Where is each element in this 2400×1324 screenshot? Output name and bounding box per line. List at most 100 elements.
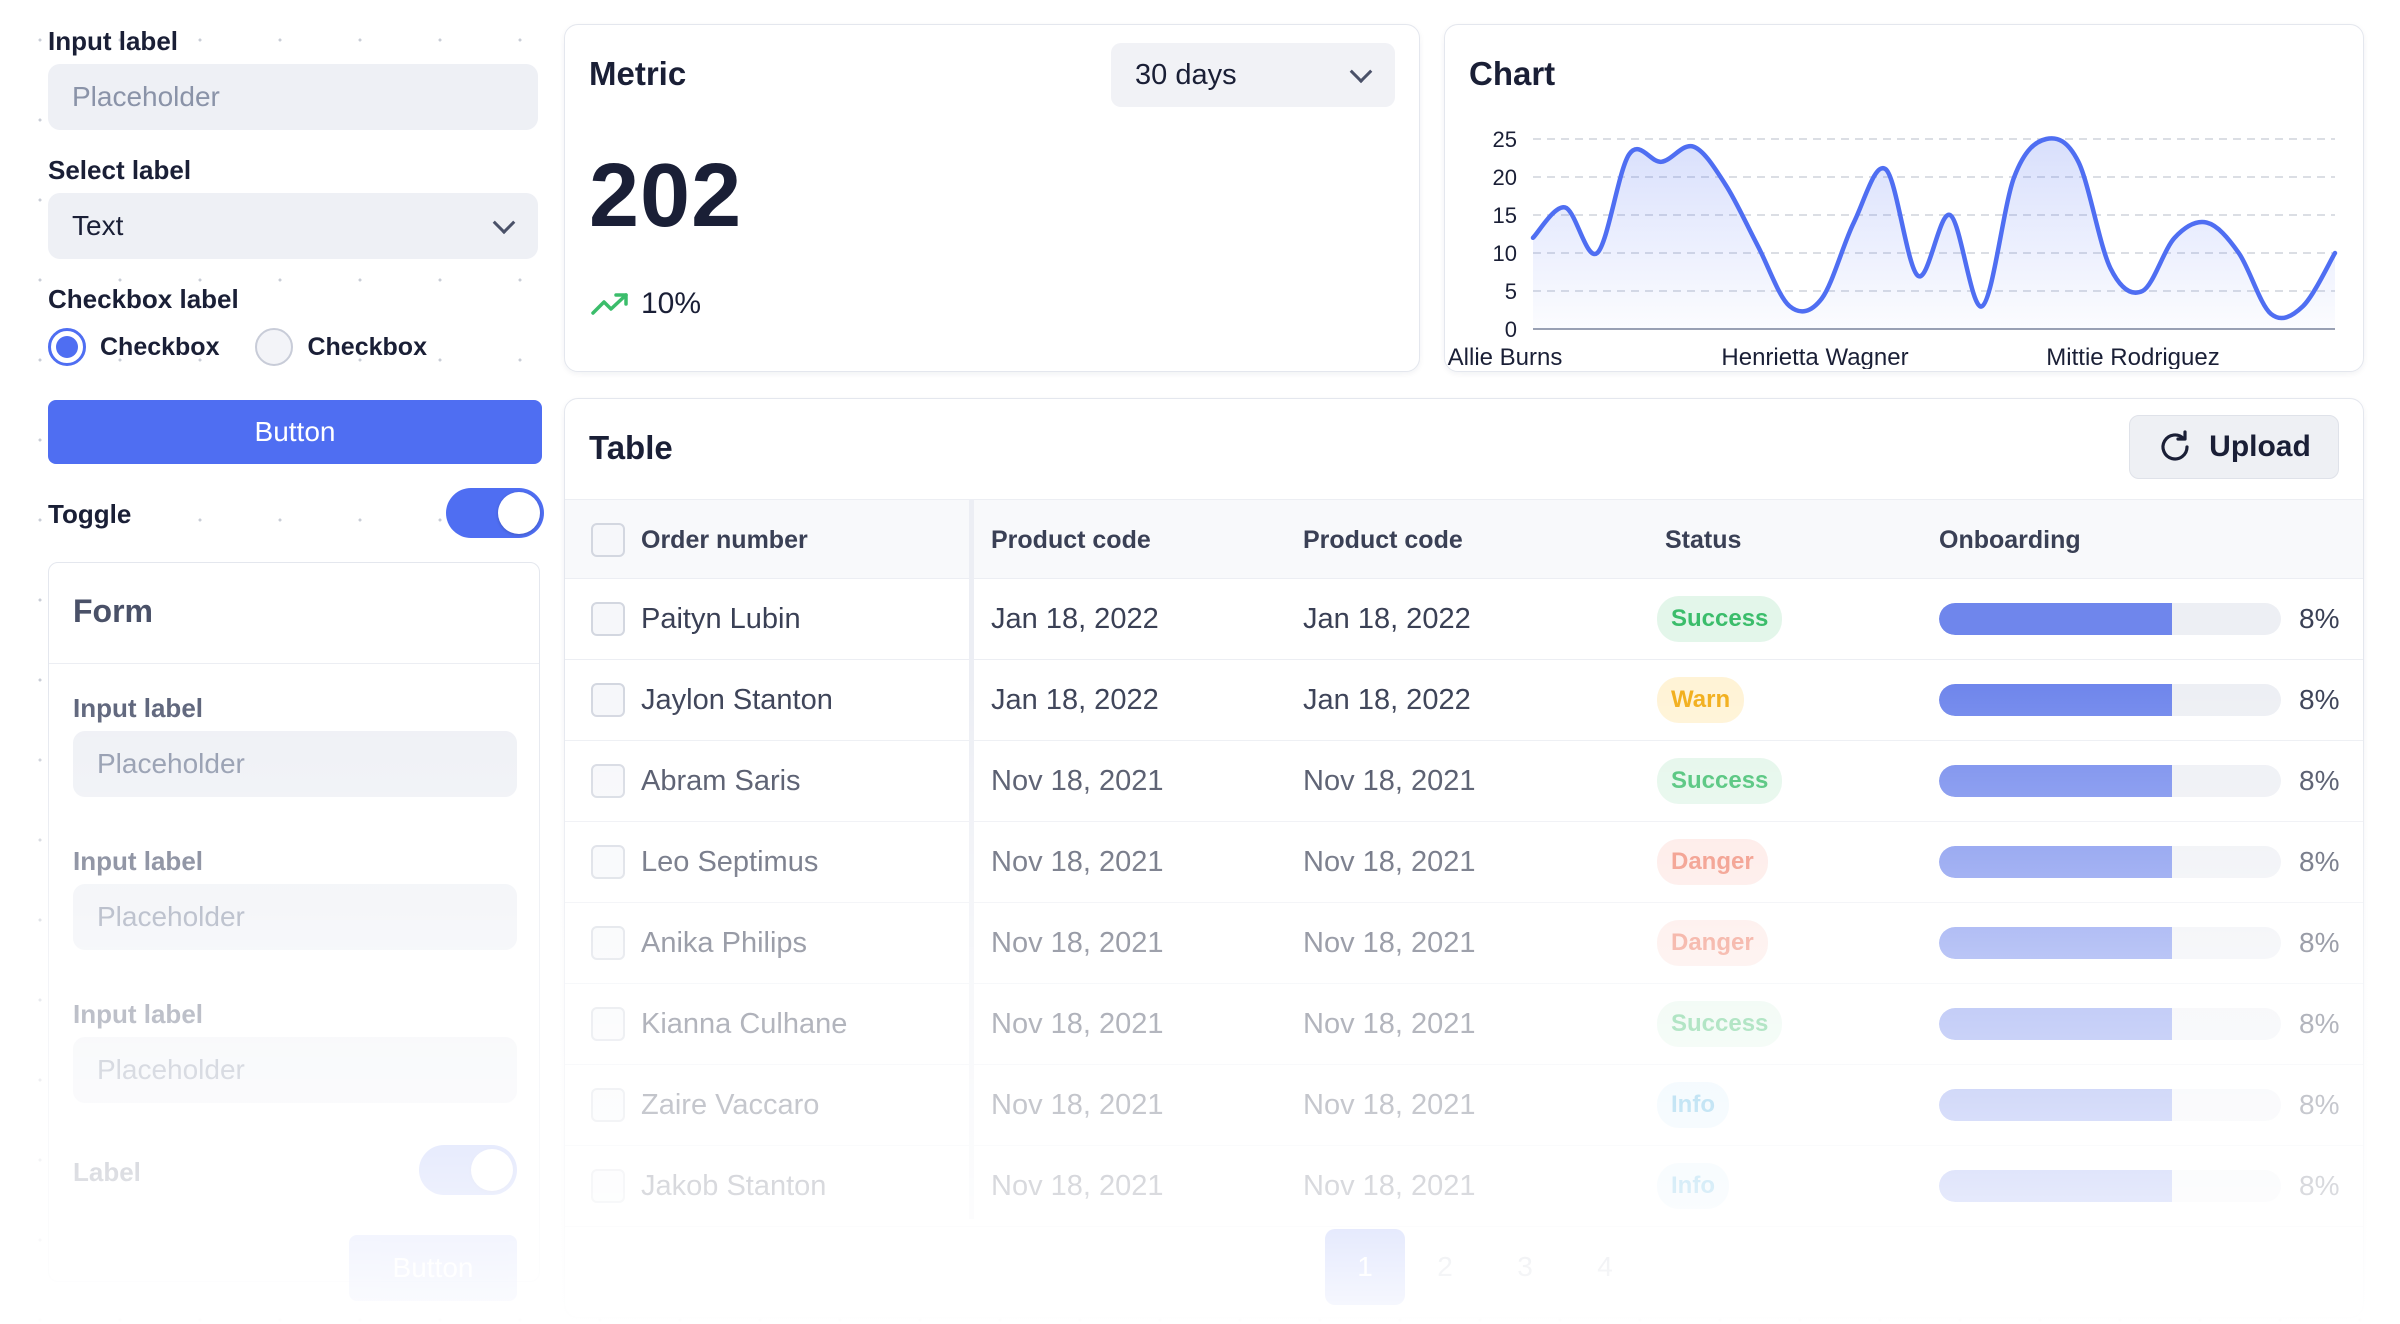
select-all-checkbox[interactable] (591, 500, 625, 580)
status-badge: Danger (1657, 839, 1768, 885)
cell-product-code-2: Jan 18, 2022 (1303, 602, 1471, 635)
radio-checked[interactable] (48, 328, 86, 366)
row-checkbox[interactable] (591, 660, 625, 740)
progress-fill (1939, 1008, 2172, 1040)
progress-fill (1939, 603, 2172, 635)
status-badge: Warn (1657, 677, 1745, 723)
progress-bar (1939, 927, 2281, 959)
cell-order-name: Leo Septimus (641, 845, 819, 878)
y-tick-label: 15 (1493, 203, 1517, 228)
table-row[interactable]: Jakob Stanton Nov 18, 2021 Nov 18, 2021 Inf… (565, 1146, 2363, 1227)
metric-value: 202 (589, 146, 743, 246)
table-row[interactable]: Jaylon Stanton Jan 18, 2022 Jan 18, 2022 Wa… (565, 660, 2363, 741)
table-row[interactable]: Kianna Culhane Nov 18, 2021 Nov 18, 2021 Su… (565, 984, 2363, 1065)
onboarding-cell: 8% (1939, 822, 2339, 902)
table-title: Table (589, 429, 673, 466)
row-checkbox[interactable] (591, 741, 625, 821)
table-row[interactable]: Zaire Vaccaro Nov 18, 2021 Nov 18, 2021 Inf… (565, 1065, 2363, 1146)
progress-bar (1939, 765, 2281, 797)
cell-product-code-2: Nov 18, 2021 (1303, 1007, 1476, 1040)
table-row[interactable]: Abram Saris Nov 18, 2021 Nov 18, 2021 Succe… (565, 741, 2363, 822)
status-badge-cell: Danger (1657, 903, 1768, 983)
cell-product-code: Nov 18, 2021 (991, 1088, 1164, 1121)
page-button-3[interactable]: 3 (1517, 1251, 1533, 1282)
form-toggle-switch[interactable] (419, 1145, 517, 1195)
form-input-label-1: Input label (73, 693, 203, 723)
progress-percent: 8% (2299, 684, 2340, 715)
chart-card: Chart 0 5 10 15 20 25 Allie Burns Henrietta Wa… (1444, 24, 2364, 372)
page-button-2[interactable]: 2 (1437, 1251, 1453, 1282)
progress-fill (1939, 765, 2172, 797)
table-row[interactable]: Leo Septimus Nov 18, 2021 Nov 18, 2021 Dang… (565, 822, 2363, 903)
input-label: Input label (48, 26, 178, 56)
y-tick-label: 0 (1505, 317, 1517, 342)
cell-product-code: Nov 18, 2021 (991, 764, 1164, 797)
progress-bar (1939, 1089, 2281, 1121)
cell-product-code-2: Nov 18, 2021 (1303, 926, 1476, 959)
row-checkbox[interactable] (591, 984, 625, 1064)
page-button-4[interactable]: 4 (1597, 1251, 1613, 1282)
radio-unchecked[interactable] (255, 328, 294, 366)
status-badge-cell: Info (1657, 1065, 1729, 1145)
cell-product-code: Nov 18, 2021 (991, 845, 1164, 878)
cell-product-code: Nov 18, 2021 (991, 1007, 1164, 1040)
progress-percent: 8% (2299, 765, 2340, 796)
table-card: Table Upload Order number Product code P… (564, 398, 2364, 1318)
progress-bar (1939, 1008, 2281, 1040)
progress-fill (1939, 1089, 2172, 1121)
row-checkbox[interactable] (591, 822, 625, 902)
metric-title: Metric (589, 55, 687, 92)
y-tick-label: 5 (1505, 279, 1517, 304)
column-header-product-code-2[interactable]: Product code (1303, 525, 1463, 554)
onboarding-cell: 8% (1939, 1146, 2339, 1226)
cell-product-code-2: Nov 18, 2021 (1303, 764, 1476, 797)
status-badge-cell: Success (1657, 984, 1783, 1064)
row-checkbox[interactable] (591, 579, 625, 659)
area-chart: 0 5 10 15 20 25 Allie Burns Henrietta Wagner Mi… (1448, 129, 2338, 369)
period-value: 30 days (1135, 58, 1237, 91)
select-dropdown[interactable]: Text (48, 193, 538, 259)
cell-product-code: Nov 18, 2021 (991, 1169, 1164, 1202)
text-input[interactable]: Placeholder (48, 64, 538, 130)
period-select[interactable]: 30 days (1111, 43, 1395, 107)
column-header-order-number[interactable]: Order number (641, 525, 808, 554)
onboarding-cell: 8% (1939, 579, 2339, 659)
status-badge: Danger (1657, 920, 1768, 966)
chart-series-line (1530, 136, 2338, 321)
row-checkbox[interactable] (591, 1065, 625, 1145)
form-input-1[interactable]: Placeholder (73, 731, 517, 797)
status-badge: Success (1657, 758, 1783, 804)
form-card: Form Input label Placeholder Input label… (48, 562, 540, 1301)
y-tick-label: 20 (1493, 165, 1517, 190)
status-badge: Info (1657, 1082, 1729, 1128)
checkbox-group: Checkbox Checkbox (48, 328, 463, 366)
column-header-status[interactable]: Status (1665, 525, 1742, 554)
page-button-1[interactable]: 1 (1325, 1229, 1405, 1305)
form-input-2[interactable]: Placeholder (73, 884, 517, 950)
form-submit-button[interactable]: Button (349, 1235, 517, 1301)
toggle-switch[interactable] (446, 488, 544, 538)
table-row[interactable]: Paityn Lubin Jan 18, 2022 Jan 18, 2022 Succ… (565, 579, 2363, 660)
toggle-label: Toggle (48, 499, 132, 529)
onboarding-cell: 8% (1939, 660, 2339, 740)
form-input-3[interactable]: Placeholder (73, 1037, 517, 1103)
column-header-product-code[interactable]: Product code (991, 525, 1151, 554)
row-checkbox[interactable] (591, 1146, 625, 1226)
progress-percent: 8% (2299, 1170, 2340, 1201)
cell-product-code-2: Jan 18, 2022 (1303, 683, 1471, 716)
progress-percent: 8% (2299, 1089, 2340, 1120)
x-tick-label: Allie Burns (1448, 344, 1563, 369)
column-header-onboarding[interactable]: Onboarding (1939, 525, 2081, 554)
row-checkbox[interactable] (591, 903, 625, 983)
upload-button[interactable]: Upload (2129, 415, 2339, 479)
primary-button[interactable]: Button (48, 400, 542, 464)
progress-fill (1939, 927, 2172, 959)
progress-percent: 8% (2299, 1008, 2340, 1039)
metric-card: Metric 30 days 202 10% (564, 24, 1420, 372)
y-tick-label: 25 (1493, 129, 1517, 152)
progress-bar (1939, 1170, 2281, 1202)
table-row[interactable]: Anika Philips Nov 18, 2021 Nov 18, 2021 Dan… (565, 903, 2363, 984)
progress-fill (1939, 1170, 2172, 1202)
cell-product-code-2: Nov 18, 2021 (1303, 1088, 1476, 1121)
cell-order-name: Anika Philips (641, 926, 808, 959)
